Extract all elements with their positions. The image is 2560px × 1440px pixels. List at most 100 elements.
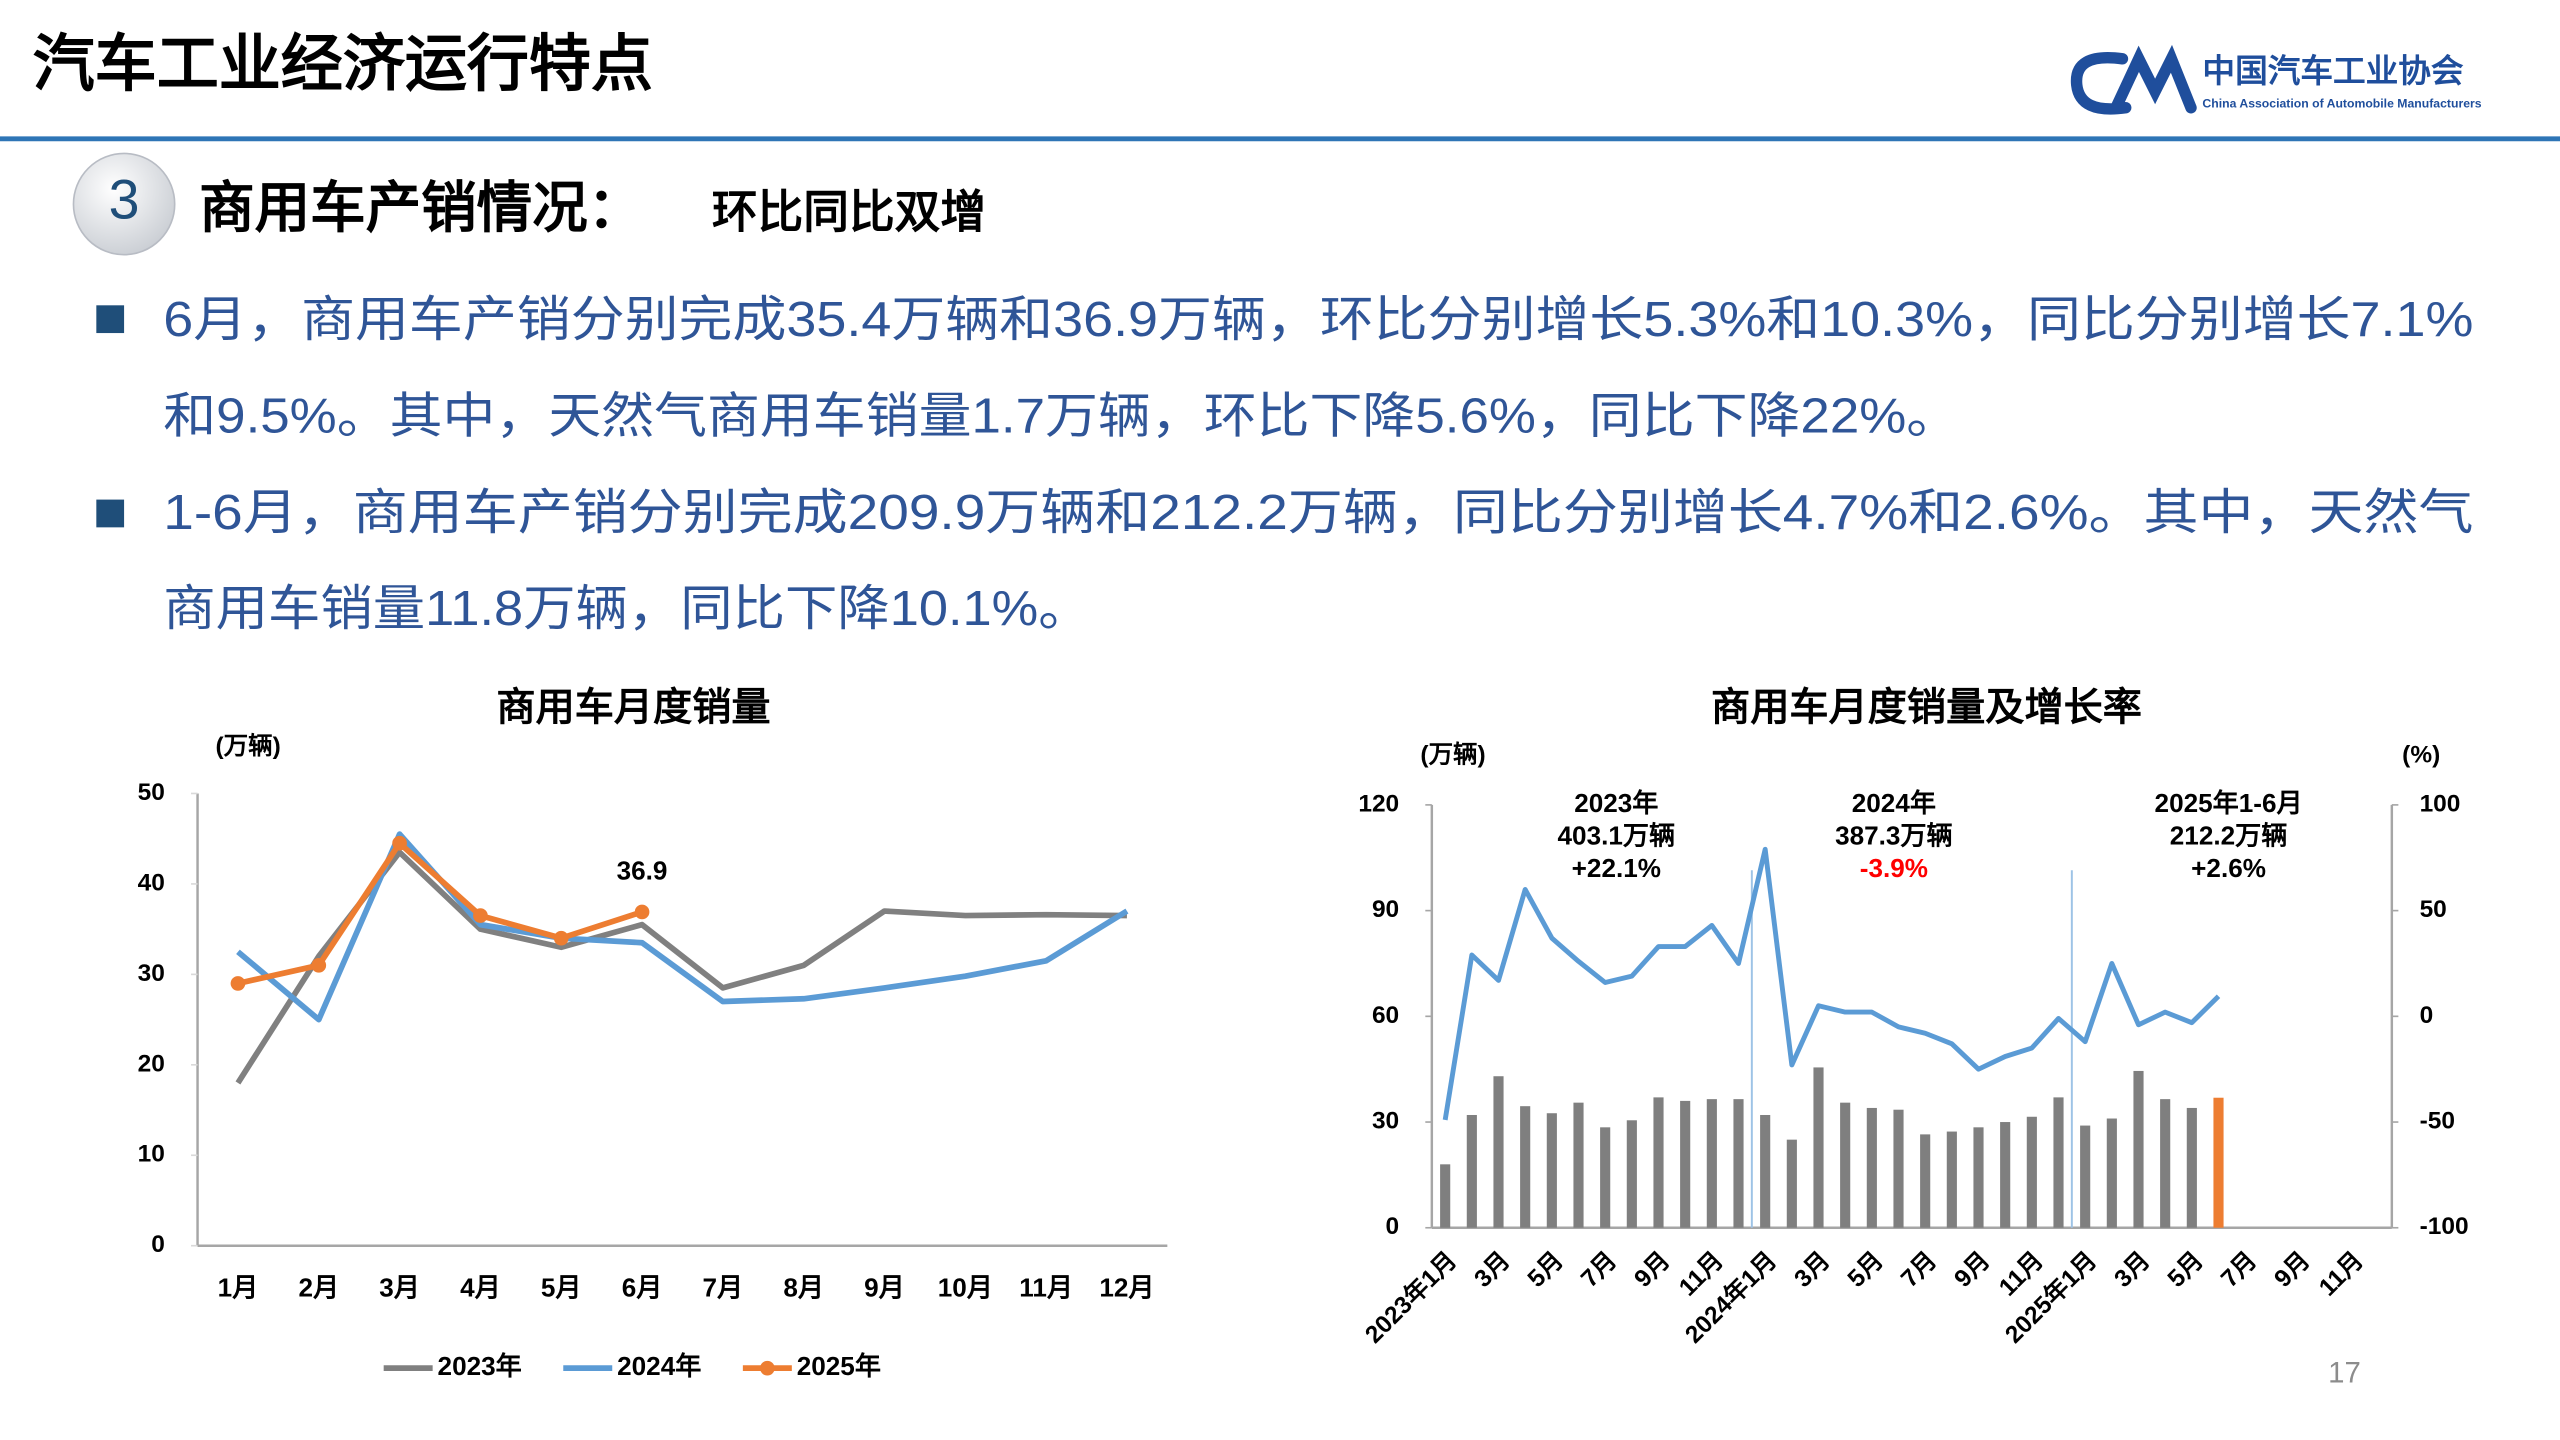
y2-tick-label: 0 — [2420, 1002, 2434, 1029]
chart-title: 商用车月度销量 — [496, 687, 770, 730]
y-axis-label: (万辆) — [1420, 740, 1485, 768]
legend-label: 2025年 — [797, 1351, 881, 1381]
bar — [2080, 1125, 2091, 1228]
bar — [1946, 1131, 1957, 1228]
x-tick-label: 9月 — [2269, 1247, 2315, 1293]
y-tick-label: 10 — [138, 1141, 165, 1168]
y-tick-label: 50 — [138, 779, 165, 806]
bar — [1840, 1102, 1851, 1228]
y-tick-label: 40 — [138, 869, 165, 896]
x-tick-label: 11月 — [1019, 1273, 1073, 1303]
y2-tick-label: 100 — [2420, 790, 2461, 817]
bar — [1866, 1107, 1877, 1228]
y-tick-label: 30 — [138, 960, 165, 987]
annotation: 387.3万辆 — [1835, 820, 1953, 850]
x-tick-label: 7月 — [703, 1273, 744, 1303]
legend-marker — [760, 1360, 775, 1376]
annotation: 2023年 — [1574, 788, 1658, 818]
line-series — [1442, 846, 2221, 1121]
bar — [1760, 1114, 1771, 1228]
bar — [1973, 1127, 1984, 1228]
section-number: 3 — [109, 169, 140, 231]
bar — [1573, 1102, 1584, 1228]
x-tick-label: 8月 — [783, 1273, 824, 1303]
x-tick-label: 3月 — [1789, 1247, 1835, 1293]
logo-mark — [2070, 44, 2197, 115]
bar — [2186, 1107, 2197, 1228]
y-tick-label: 60 — [1372, 1002, 1399, 1029]
bar — [1440, 1164, 1451, 1228]
x-tick-label: 2月 — [298, 1273, 339, 1303]
data-label: 36.9 — [617, 856, 668, 886]
bar — [2053, 1097, 2064, 1228]
section-subtitle: 环比同比双增 — [712, 187, 986, 238]
bar — [1733, 1099, 1744, 1228]
x-tick-label: 5月 — [1523, 1247, 1569, 1293]
x-tick-label: 11月 — [2314, 1247, 2369, 1302]
line-marker — [473, 908, 488, 923]
bar — [1520, 1106, 1531, 1228]
bar — [1546, 1113, 1557, 1228]
y2-tick-label: -100 — [2420, 1213, 2469, 1240]
bar — [1680, 1100, 1691, 1228]
x-tick-label: 4月 — [460, 1273, 501, 1303]
annotation: 403.1万辆 — [1558, 820, 1676, 850]
x-tick-label: 3月 — [1469, 1247, 1515, 1293]
section-badge — [72, 152, 176, 256]
annotation: 2025年1-6月 — [2155, 788, 2303, 818]
x-tick-label: 7月 — [1896, 1247, 1942, 1293]
bullet — [96, 499, 125, 528]
x-tick-label: 2023年1月 — [1359, 1245, 1462, 1348]
line-marker — [553, 930, 569, 946]
line-series — [236, 831, 1129, 1023]
annotation: 2024年 — [1852, 788, 1936, 818]
bullet-text: 6月，商用车产销分别完成35.4万辆和36.9万辆，环比分别增长5.3%和10.… — [163, 293, 2473, 347]
bar — [1493, 1076, 1504, 1228]
x-tick-label: 9月 — [864, 1273, 905, 1303]
bullet-text: 1-6月，商用车产销分别完成209.9万辆和212.2万辆，同比分别增长4.7%… — [163, 486, 2473, 540]
bar — [1600, 1127, 1611, 1228]
y-tick-label: 0 — [151, 1231, 165, 1258]
line-marker — [230, 976, 246, 991]
bar — [2213, 1097, 2224, 1228]
x-tick-label: 7月 — [1576, 1247, 1622, 1293]
page-title: 汽车工业经济运行特点 — [33, 30, 653, 99]
bullet-text: 和9.5%。其中，天然气商用车销量1.7万辆，环比下降5.6%，同比下降22%。 — [163, 390, 1959, 444]
bar — [2106, 1118, 2117, 1228]
bar — [1813, 1067, 1824, 1228]
bar — [1893, 1109, 1904, 1228]
y2-tick-label: -50 — [2420, 1108, 2455, 1135]
x-tick-label: 9月 — [1629, 1247, 1675, 1293]
bar — [2133, 1070, 2144, 1228]
bar — [1466, 1114, 1477, 1228]
annotation: +2.6% — [2191, 853, 2266, 883]
x-tick-label: 3月 — [2109, 1247, 2155, 1293]
x-tick-label: 5月 — [2163, 1247, 2209, 1293]
bar — [1786, 1139, 1797, 1228]
x-tick-label: 7月 — [2216, 1247, 2262, 1293]
legend-label: 2023年 — [438, 1351, 522, 1381]
y-tick-label: 90 — [1372, 896, 1399, 923]
bar — [2026, 1116, 2037, 1228]
chart-title: 商用车月度销量及增长率 — [1711, 687, 2142, 730]
x-tick-label: 5月 — [1843, 1247, 1889, 1293]
y-tick-label: 0 — [1386, 1213, 1400, 1240]
annotation: +22.1% — [1572, 853, 1661, 883]
line-series — [237, 840, 643, 987]
bar — [1653, 1097, 1664, 1228]
bar — [1626, 1120, 1637, 1228]
y-tick-label: 20 — [138, 1050, 165, 1077]
bullet-text: 商用车销量11.8万辆，同比下降10.1%。 — [163, 582, 1090, 636]
x-tick-label: 6月 — [622, 1273, 663, 1303]
x-tick-label: 3月 — [379, 1273, 420, 1303]
bullet — [96, 305, 125, 334]
page-number: 17 — [2328, 1356, 2361, 1389]
line-marker — [311, 957, 327, 973]
bar — [1920, 1134, 1931, 1228]
y-tick-label: 30 — [1372, 1108, 1399, 1135]
bar — [2160, 1099, 2171, 1228]
bar — [2000, 1122, 2011, 1228]
annotation: 212.2万辆 — [2170, 820, 2288, 850]
line-marker — [392, 835, 407, 851]
